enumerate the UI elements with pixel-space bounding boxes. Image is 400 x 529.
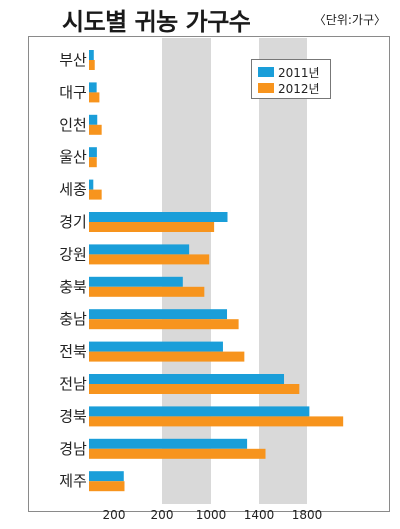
bar-2012 — [89, 157, 97, 168]
chart-title: 시도별 귀농 가구수 — [62, 8, 251, 36]
bar-2011 — [89, 147, 97, 158]
category-label: 인천 — [59, 116, 87, 134]
bar-2011 — [89, 244, 190, 255]
category-label: 강원 — [59, 245, 87, 263]
legend-item-2011: 2011년 — [258, 64, 330, 80]
bar-2012 — [89, 60, 95, 70]
category-label: 경기 — [59, 213, 87, 231]
grid-band — [162, 38, 211, 504]
bar-2011 — [89, 50, 94, 60]
bar-2011 — [89, 114, 98, 125]
bar-2012 — [89, 384, 300, 394]
grid-band — [259, 38, 307, 504]
bar-2012 — [89, 222, 215, 232]
category-label: 경남 — [59, 440, 87, 458]
legend-swatch-2011 — [258, 67, 274, 77]
category-label: 세종 — [59, 181, 87, 199]
bar-2011 — [89, 341, 223, 352]
unit-label: 〈단위:가구〉 — [313, 13, 386, 27]
x-tick-label: 1800 — [292, 508, 323, 522]
category-label: 충남 — [59, 310, 87, 328]
bar-2012 — [89, 351, 245, 362]
category-label: 울산 — [59, 148, 87, 166]
bar-2012 — [89, 254, 210, 265]
legend-label-2011: 2011년 — [278, 65, 320, 80]
category-label: 전남 — [59, 375, 87, 393]
bar-2011 — [89, 438, 248, 449]
bar-2012 — [89, 189, 102, 200]
x-tick-label: 1400 — [244, 508, 275, 522]
category-label: 충북 — [59, 278, 87, 296]
bar-2011 — [89, 276, 183, 287]
bar-2012 — [89, 416, 344, 427]
bar-2011 — [89, 179, 94, 190]
legend-label-2012: 2012년 — [278, 81, 320, 96]
x-tick-label: 1000 — [196, 508, 227, 522]
x-tick-label: 200 — [151, 508, 174, 522]
bar-2012 — [89, 286, 205, 297]
category-label: 경북 — [59, 407, 87, 425]
bar-2011 — [89, 82, 97, 93]
legend: 2011년 2012년 — [251, 59, 331, 99]
bar-2012 — [89, 481, 125, 492]
category-label: 부산 — [59, 51, 87, 69]
x-tick-label: 200 — [103, 508, 126, 522]
category-label: 전북 — [59, 343, 87, 361]
bar-2012 — [89, 319, 239, 330]
bar-2011 — [89, 471, 124, 482]
bar-2011 — [89, 406, 310, 417]
bar-2012 — [89, 124, 102, 135]
bar-2011 — [89, 374, 285, 384]
bar-2011 — [89, 212, 228, 222]
category-label: 대구 — [59, 83, 87, 101]
category-label: 제주 — [59, 472, 87, 490]
legend-swatch-2012 — [258, 83, 274, 93]
bar-2012 — [89, 92, 100, 103]
bar-2012 — [89, 448, 266, 459]
legend-item-2012: 2012년 — [258, 80, 330, 96]
bar-2011 — [89, 309, 228, 320]
